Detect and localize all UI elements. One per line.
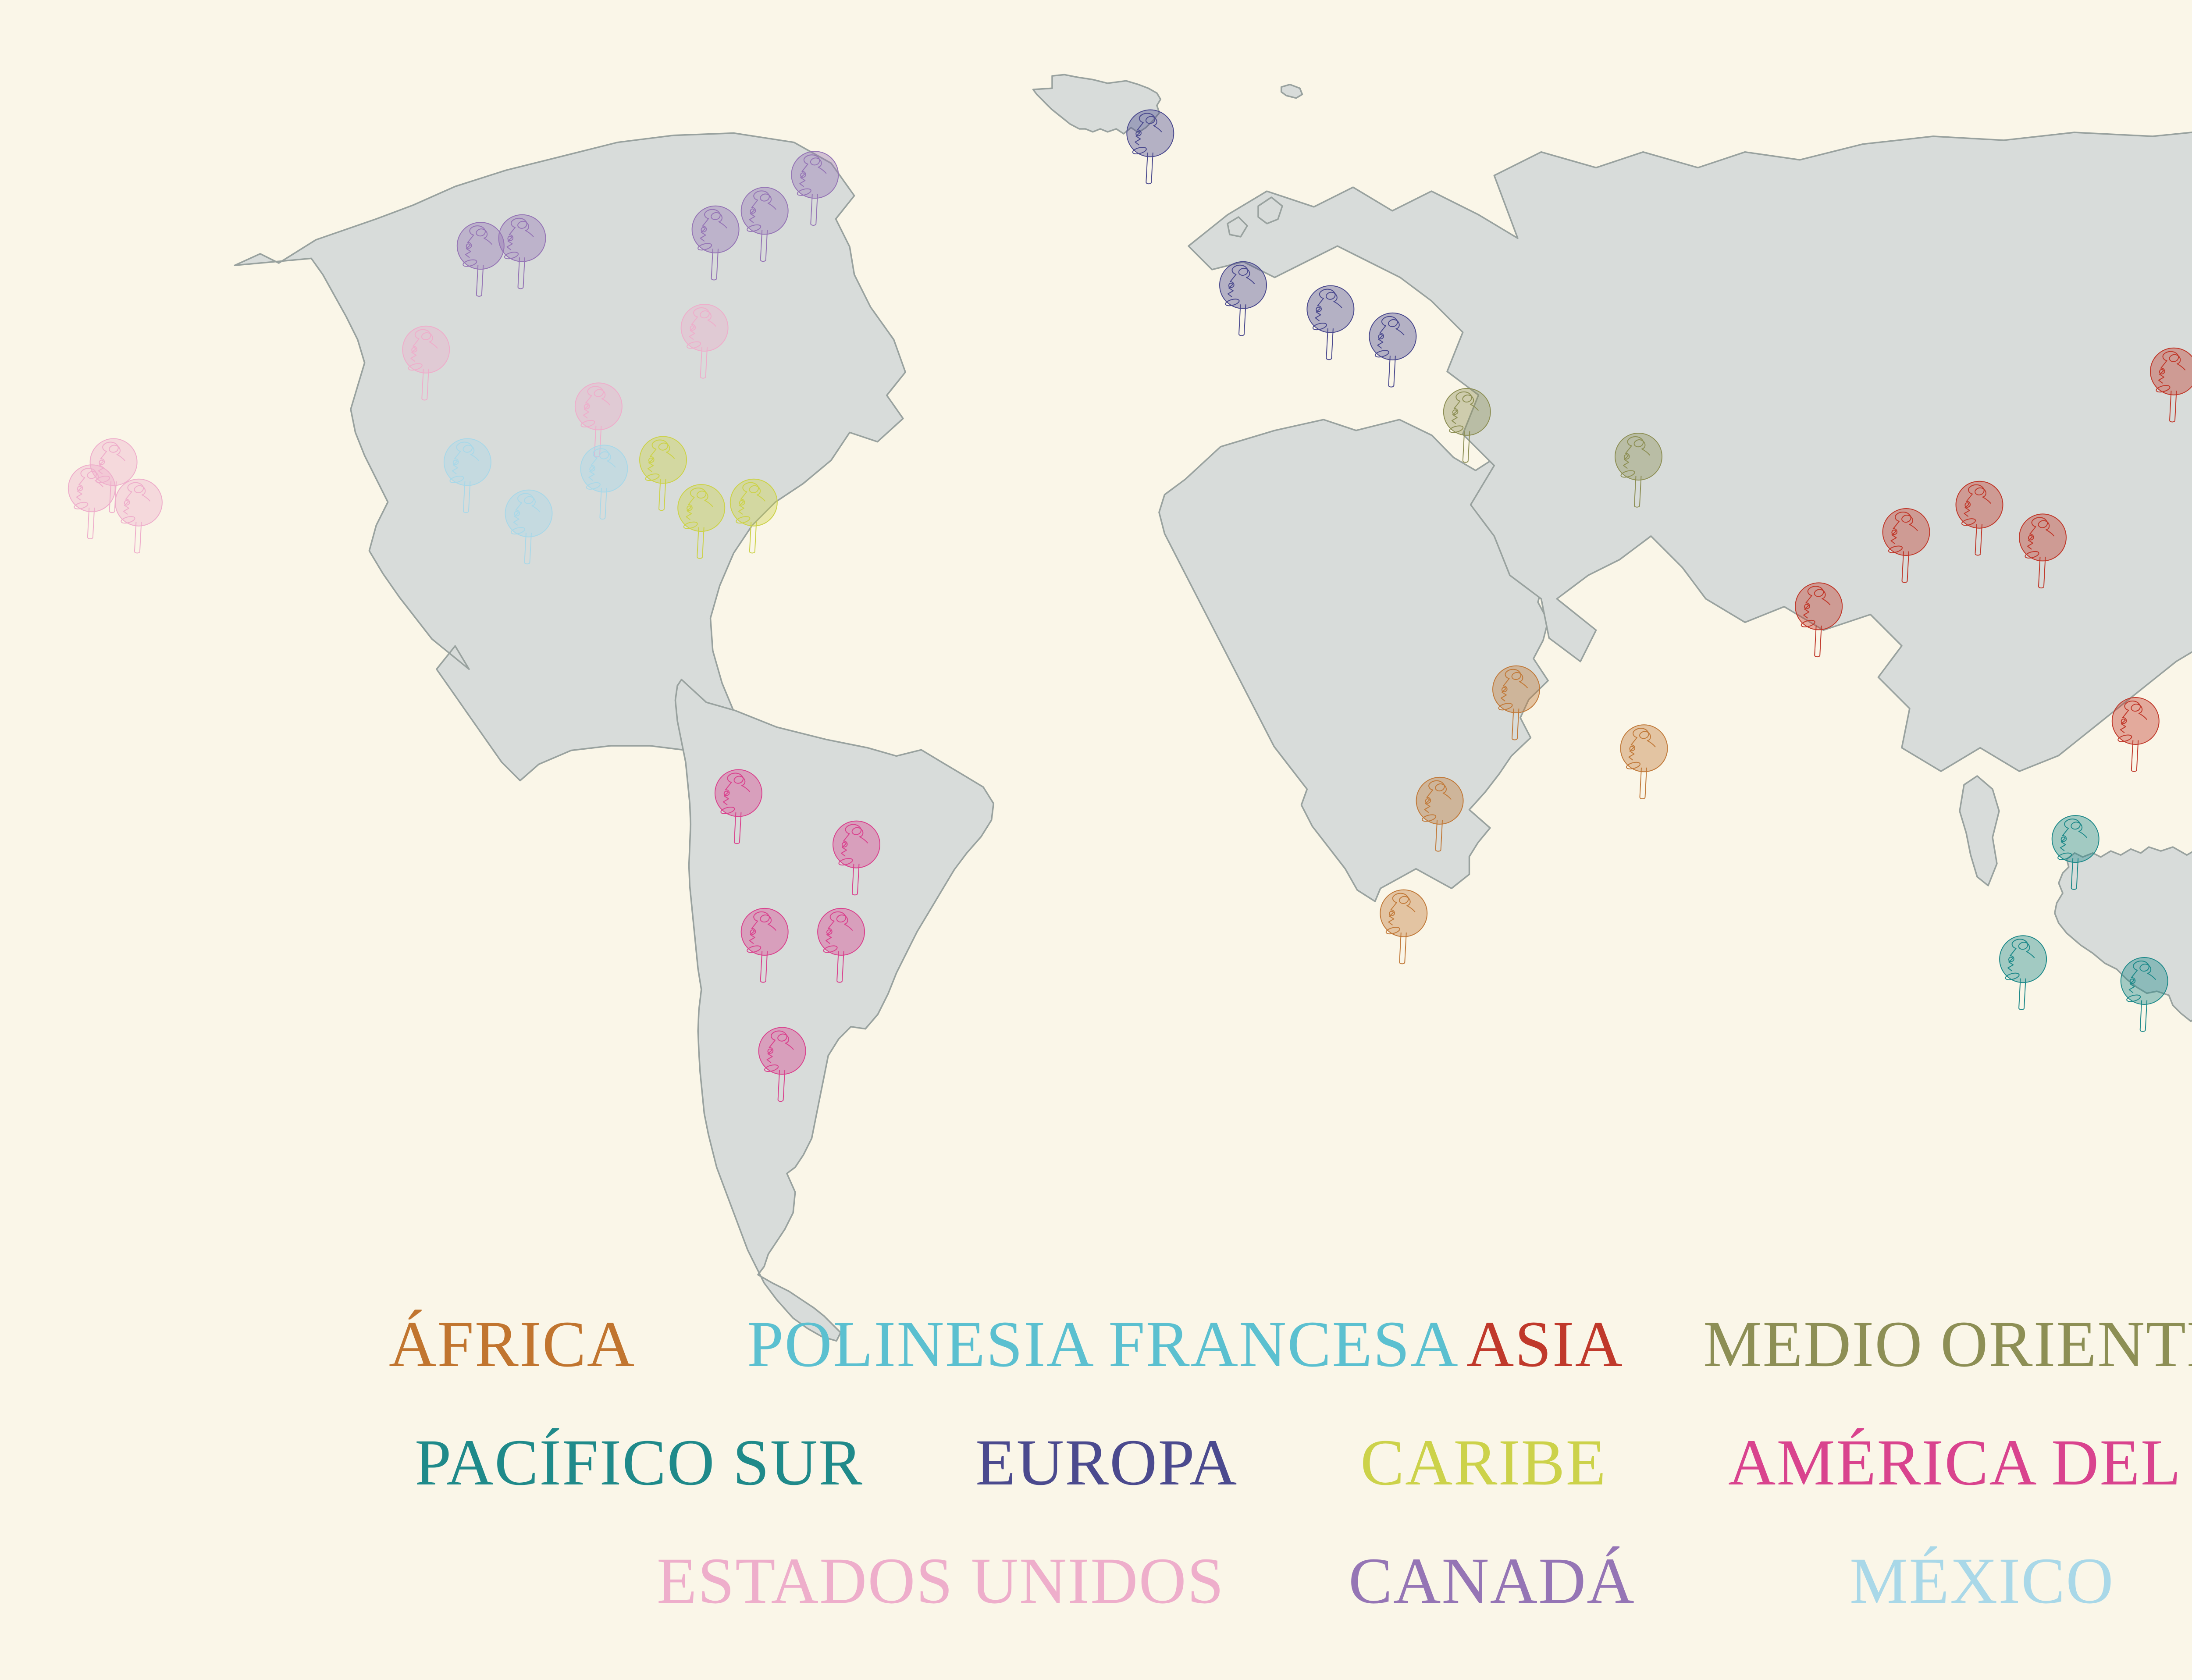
svg-text:CARIBE: CARIBE xyxy=(1360,1426,1607,1499)
svg-text:CANADÁ: CANADÁ xyxy=(1349,1545,1635,1617)
svg-text:EUROPA: EUROPA xyxy=(975,1426,1238,1499)
svg-text:MÉXICO: MÉXICO xyxy=(1850,1545,2114,1617)
svg-text:MEDIO ORIENTE: MEDIO ORIENTE xyxy=(1703,1308,2192,1381)
svg-text:ASIA: ASIA xyxy=(1466,1308,1623,1381)
svg-text:AMÉRICA DEL SUR: AMÉRICA DEL SUR xyxy=(1728,1426,2192,1499)
svg-text:PACÍFICO SUR: PACÍFICO SUR xyxy=(415,1426,863,1499)
svg-text:ÁFRICA: ÁFRICA xyxy=(389,1308,635,1381)
svg-text:ESTADOS UNIDOS: ESTADOS UNIDOS xyxy=(657,1545,1224,1617)
svg-text:POLINESIA FRANCESA: POLINESIA FRANCESA xyxy=(747,1308,1459,1381)
